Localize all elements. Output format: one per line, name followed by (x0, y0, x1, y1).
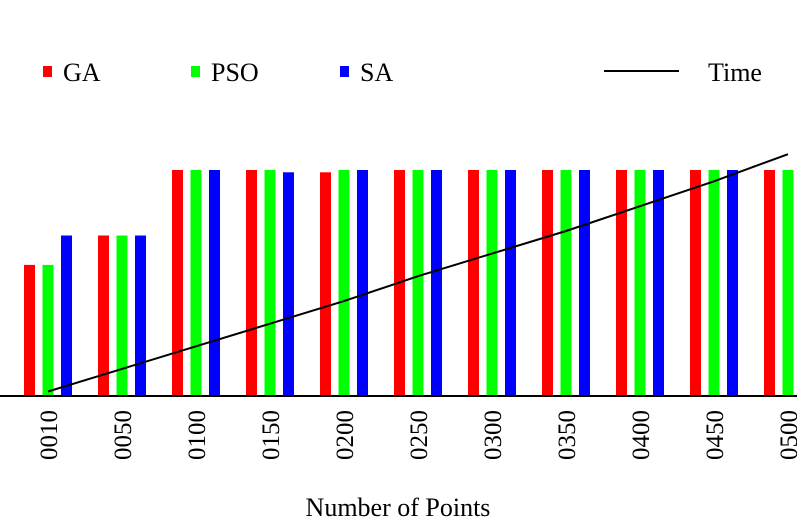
bar-pso-0050 (116, 235, 128, 396)
bar-ga-0100 (172, 170, 183, 396)
bar-pso-0150 (264, 170, 276, 396)
x-tick-label: 0050 (110, 410, 137, 460)
bar-sa-0200 (357, 170, 368, 396)
bar-pso-0450 (708, 170, 720, 396)
bar-ga-0400 (616, 170, 627, 396)
bar-ga-0010 (24, 264, 35, 396)
bar-sa-0350 (579, 170, 590, 396)
bar-sa-0010 (61, 235, 72, 396)
bars (24, 170, 794, 396)
legend: GA PSO SA Time (43, 58, 762, 87)
bar-sa-0300 (505, 170, 516, 396)
bar-ga-0450 (690, 170, 701, 396)
bar-ga-0150 (246, 170, 257, 396)
legend-label-ga: GA (63, 58, 101, 87)
bar-ga-0350 (542, 170, 553, 396)
x-tick-label: 0400 (628, 410, 655, 460)
bar-pso-0100 (190, 170, 202, 396)
time-series-line (47, 153, 789, 393)
x-tick-label: 0100 (184, 410, 211, 460)
bar-pso-0400 (634, 170, 646, 396)
legend-label-time: Time (708, 58, 762, 87)
x-axis-title: Number of Points (306, 493, 491, 522)
bar-sa-0250 (431, 170, 442, 396)
x-tick-label: 0500 (776, 410, 797, 460)
legend-swatch-pso (191, 66, 200, 77)
bar-pso-0500 (782, 170, 794, 396)
bar-ga-0200 (320, 172, 331, 396)
time-line (47, 153, 789, 393)
bar-pso-0200 (338, 170, 350, 396)
x-tick-label: 0450 (702, 410, 729, 460)
x-tick-labels: 0010 0050 0100 0150 0200 0250 0300 0350 0400 0450… (36, 410, 797, 460)
x-tick-label: 0200 (332, 410, 359, 460)
bar-sa-0450 (727, 170, 738, 396)
legend-label-sa: SA (360, 58, 393, 87)
bar-ga-0050 (98, 235, 109, 396)
bar-ga-0300 (468, 170, 479, 396)
bar-pso-0250 (412, 170, 424, 396)
bar-sa-0100 (209, 170, 220, 396)
bar-pso-0350 (560, 170, 572, 396)
x-tick-label: 0300 (480, 410, 507, 460)
legend-label-pso: PSO (211, 58, 259, 87)
bar-sa-0150 (283, 172, 294, 396)
legend-swatch-ga (43, 66, 52, 77)
x-tick-label: 0150 (258, 410, 285, 460)
x-tick-label: 0250 (406, 410, 433, 460)
bar-sa-0400 (653, 170, 664, 396)
bar-ga-0500 (764, 170, 775, 396)
bar-sa-0050 (135, 235, 146, 396)
x-tick-label: 0010 (36, 410, 63, 460)
bar-pso-0010 (42, 264, 54, 396)
bar-pso-0300 (486, 170, 498, 396)
legend-swatch-sa (340, 66, 349, 77)
x-tick-label: 0350 (554, 410, 581, 460)
